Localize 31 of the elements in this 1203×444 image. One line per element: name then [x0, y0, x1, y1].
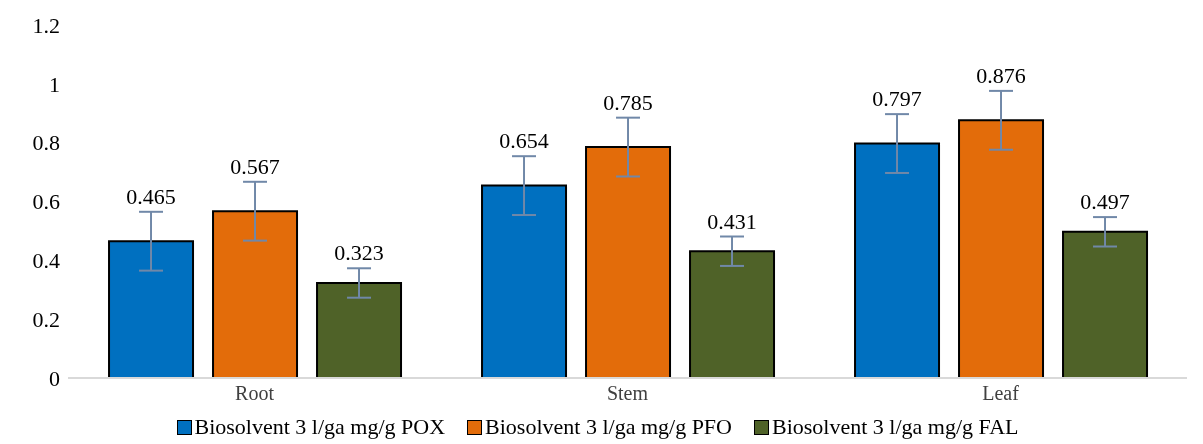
x-tick-label: Leaf — [982, 382, 1020, 405]
data-label: 0.797 — [872, 86, 922, 112]
x-tick-label: Stem — [606, 382, 649, 405]
legend-label: Biosolvent 3 l/ga mg/g POX — [194, 414, 446, 440]
y-tick-label: 0.2 — [32, 306, 60, 332]
y-tick-label: 1 — [49, 71, 60, 97]
data-label: 0.497 — [1080, 189, 1130, 215]
data-label: 0.654 — [499, 128, 549, 154]
y-tick-label: 0.8 — [32, 130, 60, 156]
bar — [689, 250, 776, 378]
y-tick-label: 0 — [49, 365, 60, 391]
data-label: 0.785 — [603, 89, 653, 115]
bar — [108, 240, 195, 378]
bar — [1062, 230, 1149, 378]
data-label: 0.323 — [334, 240, 384, 266]
y-tick-label: 0.4 — [32, 248, 60, 274]
data-label: 0.431 — [707, 208, 757, 234]
data-label: 0.876 — [976, 62, 1026, 88]
bar — [958, 119, 1045, 378]
bar — [585, 146, 672, 378]
x-tick-label: Root — [235, 382, 275, 405]
y-tick-label: 0.6 — [32, 189, 60, 215]
bar — [481, 184, 568, 378]
bar — [316, 281, 403, 378]
y-tick-label: 1.2 — [32, 12, 60, 38]
data-label: 0.567 — [230, 153, 280, 179]
bar — [212, 210, 299, 378]
bar — [854, 142, 941, 378]
legend-label: Biosolvent 3 l/ga mg/g PFO — [485, 414, 732, 440]
data-label: 0.465 — [126, 183, 176, 209]
legend-label: Biosolvent 3 l/ga mg/g FAL — [772, 414, 1019, 440]
